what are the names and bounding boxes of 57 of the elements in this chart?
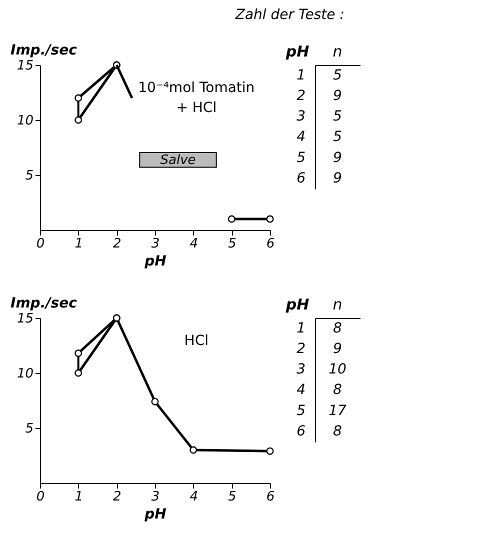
y-axis-title: pH	[284, 296, 310, 314]
y-tick-label: 5	[296, 402, 306, 419]
y-axis-title: Imp./sec	[10, 296, 78, 312]
x-axis-title: pH	[144, 254, 167, 270]
y-axis-title: pH	[284, 42, 310, 60]
chart-title: Zahl der Teste :	[234, 7, 344, 23]
x-tick-label: 1	[74, 490, 83, 504]
y-tick-label: 10	[16, 366, 34, 382]
y-tick-label: 10	[16, 114, 34, 128]
x-tick-label: 0	[36, 236, 45, 252]
y-tick-label: 15	[16, 312, 34, 326]
data-label: 8	[333, 382, 342, 398]
y-tick-label: 5	[25, 168, 34, 184]
annotation: 10⁻⁴mol Tomatin	[138, 80, 255, 96]
data-label: 8	[333, 320, 342, 336]
x-tick-label: 3	[151, 490, 160, 504]
data-label: 8	[333, 423, 342, 440]
y-tick-label: 15	[16, 58, 34, 74]
data-label: 10	[328, 362, 346, 378]
data-label: 9	[333, 170, 342, 186]
x-tick-label: 2	[113, 236, 122, 252]
y-tick-label: 6	[296, 423, 306, 440]
x-tick-label: 5	[228, 236, 236, 252]
annotation: + HCl	[176, 100, 217, 116]
data-label: 9	[333, 340, 342, 357]
data-label: 9	[333, 88, 342, 104]
x-tick-label: 3	[151, 236, 160, 252]
data-label: 9	[333, 150, 342, 166]
x-tick-label: 4	[190, 490, 198, 504]
y-tick-label: 5	[25, 422, 34, 436]
y-tick-label: 5	[296, 150, 306, 166]
x-tick-label: 6	[266, 236, 275, 252]
y-tick-label: 2	[296, 340, 306, 357]
x-tick-label: 0	[36, 490, 45, 504]
data-label: 5	[333, 129, 342, 146]
x-tick-label: 4	[190, 236, 198, 252]
y-tick-label: 3	[296, 108, 306, 125]
annotation: HCl	[184, 333, 208, 350]
y-axis-title: Imp./sec	[10, 42, 78, 58]
x-tick-label: n	[332, 296, 342, 314]
x-tick-label: 2	[113, 490, 122, 504]
y-tick-label: 4	[296, 382, 306, 398]
x-tick-label: n	[332, 42, 342, 60]
data-label: 17	[328, 402, 346, 419]
y-tick-label: 2	[296, 88, 306, 104]
y-tick-label: 3	[296, 362, 306, 378]
x-axis-title: pH	[144, 506, 167, 522]
y-tick-label: 1	[296, 67, 306, 84]
y-tick-label: 1	[296, 320, 306, 336]
band-label: Salve	[160, 152, 196, 168]
data-label: 5	[333, 108, 342, 125]
x-tick-label: 6	[266, 490, 275, 504]
x-tick-label: 5	[228, 490, 236, 504]
y-tick-label: 6	[296, 170, 306, 186]
y-tick-label: 4	[296, 129, 306, 146]
x-tick-label: 1	[74, 236, 83, 252]
data-label: 5	[333, 67, 342, 84]
